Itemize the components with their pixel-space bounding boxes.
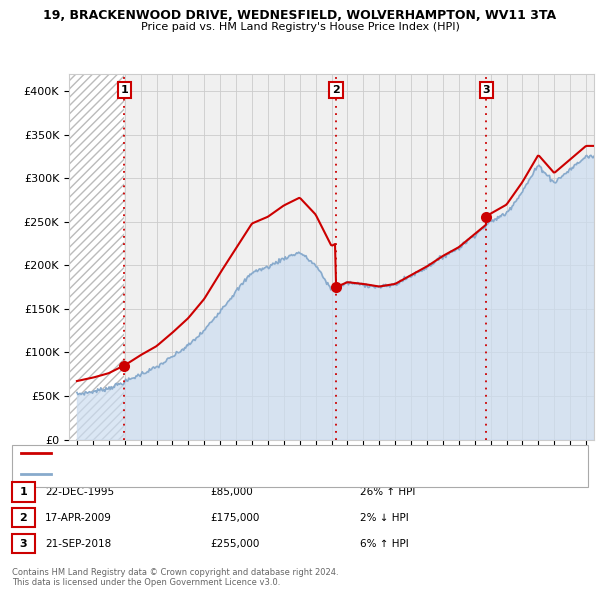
Text: HPI: Average price, detached house, Wolverhampton: HPI: Average price, detached house, Wolv… xyxy=(57,470,296,479)
Text: £255,000: £255,000 xyxy=(210,539,259,549)
Text: 2% ↓ HPI: 2% ↓ HPI xyxy=(360,513,409,523)
Text: 22-DEC-1995: 22-DEC-1995 xyxy=(45,487,114,497)
Text: 3: 3 xyxy=(20,539,27,549)
Text: 19, BRACKENWOOD DRIVE, WEDNESFIELD, WOLVERHAMPTON, WV11 3TA: 19, BRACKENWOOD DRIVE, WEDNESFIELD, WOLV… xyxy=(43,9,557,22)
Text: £175,000: £175,000 xyxy=(210,513,259,523)
Text: 1: 1 xyxy=(121,85,128,95)
Text: 6% ↑ HPI: 6% ↑ HPI xyxy=(360,539,409,549)
Text: 3: 3 xyxy=(482,85,490,95)
Text: 19, BRACKENWOOD DRIVE, WEDNESFIELD, WOLVERHAMPTON, WV11 3TA (detached hou: 19, BRACKENWOOD DRIVE, WEDNESFIELD, WOLV… xyxy=(57,448,456,458)
Text: 26% ↑ HPI: 26% ↑ HPI xyxy=(360,487,415,497)
Text: Price paid vs. HM Land Registry's House Price Index (HPI): Price paid vs. HM Land Registry's House … xyxy=(140,22,460,32)
Text: 21-SEP-2018: 21-SEP-2018 xyxy=(45,539,111,549)
Text: 1: 1 xyxy=(20,487,27,497)
Text: 17-APR-2009: 17-APR-2009 xyxy=(45,513,112,523)
Text: 2: 2 xyxy=(20,513,27,523)
Text: 2: 2 xyxy=(332,85,340,95)
Text: Contains HM Land Registry data © Crown copyright and database right 2024.
This d: Contains HM Land Registry data © Crown c… xyxy=(12,568,338,587)
Text: £85,000: £85,000 xyxy=(210,487,253,497)
